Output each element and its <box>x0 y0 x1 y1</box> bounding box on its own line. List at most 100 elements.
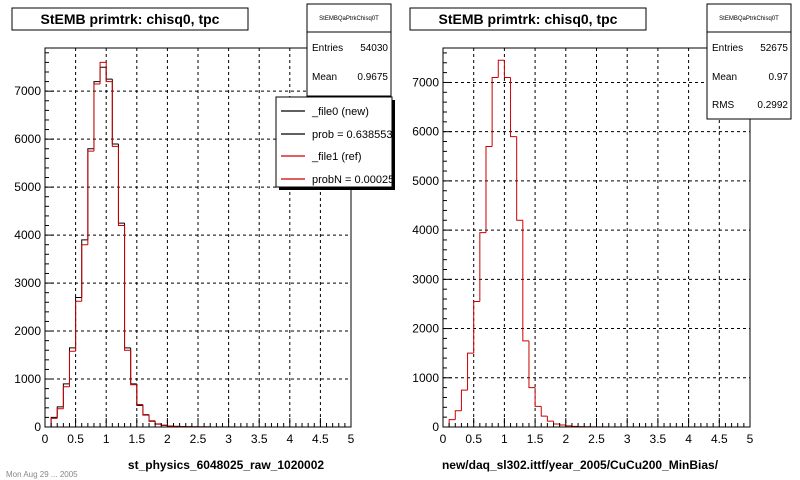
histogram-bin-primary <box>546 416 554 422</box>
x-tick-label: 4.5 <box>312 432 329 446</box>
x-tick-label: 4.5 <box>711 432 728 446</box>
histogram-bin-primary <box>485 145 493 233</box>
left-stats-mean-value: 0.9675 <box>357 72 388 83</box>
left-chart-title: StEMB primtrk: chisq0, tpc <box>41 11 220 27</box>
right-chart-title: StEMB primtrk: chisq0, tpc <box>439 11 618 27</box>
histogram-bin-primary <box>473 300 480 354</box>
x-tick-label: 0 <box>42 432 49 446</box>
histogram-bin-secondary <box>105 62 113 83</box>
y-tick-label: 2000 <box>14 324 41 338</box>
histogram-bin-primary <box>516 136 523 221</box>
x-tick-label: 5 <box>747 432 754 446</box>
right-histogram-panel: StEMB primtrk: chisq0, tpc 0 0.5 1 1.5 2 2.5 3… <box>409 3 792 472</box>
right-y-axis-ticks: 0 1000 2000 3000 4000 5000 6000 7000 <box>412 52 452 434</box>
left-histogram-panel: StEMB primtrk: chisq0, tpc 0 0.5 1 1.5 2 2.5 3… <box>11 3 395 472</box>
histogram-bin-primary <box>479 232 486 302</box>
x-tick-label: 1 <box>103 432 110 446</box>
right-stats-mean-value: 0.97 <box>769 72 789 83</box>
left-stats-title: StEMBQaPtrkChisq0T <box>319 16 379 22</box>
y-tick-label: 0 <box>34 420 41 434</box>
histogram-bin-secondary <box>148 414 156 422</box>
right-stats-entries-value: 52675 <box>760 43 788 54</box>
histogram-bin-secondary <box>62 386 70 409</box>
y-tick-label: 3000 <box>14 276 41 290</box>
left-stats-box: StEMBQaPtrkChisq0T Entries 54030 Mean 0.… <box>306 3 392 97</box>
histogram-bin-secondary <box>136 384 143 405</box>
y-tick-label: 7000 <box>14 84 41 98</box>
right-stats-title: StEMBQaPtrkChisq0T <box>719 16 779 22</box>
histogram-bin-secondary <box>81 244 88 302</box>
histogram-bin-primary <box>522 220 529 342</box>
y-tick-label: 3000 <box>412 272 439 286</box>
x-tick-label: 3.5 <box>251 432 268 446</box>
y-tick-label: 1000 <box>412 371 439 385</box>
y-tick-label: 4000 <box>412 223 439 237</box>
right-stats-entries-label: Entries <box>712 43 743 54</box>
left-stats-entries-value: 54030 <box>360 43 388 54</box>
x-tick-label: 5 <box>348 432 355 446</box>
histogram-bin-primary <box>528 340 536 389</box>
x-tick-label: 0 <box>440 432 447 446</box>
x-tick-label: 1 <box>501 432 508 446</box>
histogram-bin-primary <box>467 352 474 391</box>
left-stats-entries-label: Entries <box>312 43 343 54</box>
x-tick-label: 2 <box>164 432 171 446</box>
x-tick-label: 3 <box>624 432 631 446</box>
histogram-bin-secondary <box>93 83 101 152</box>
y-tick-label: 5000 <box>14 180 41 194</box>
legend-entry-prob: prob = 0.638553 <box>312 129 392 141</box>
y-tick-label: 1000 <box>14 372 41 386</box>
histogram-bin-secondary <box>130 350 137 386</box>
histogram-bin-primary <box>491 77 499 147</box>
histogram-bin-secondary <box>111 81 119 147</box>
histogram-bin-primary <box>454 410 462 420</box>
x-tick-label: 2.5 <box>190 432 207 446</box>
footer-fragment: Mon Aug 29 ... 2005 <box>6 470 78 479</box>
histogram-bin-secondary <box>142 404 150 416</box>
histogram-bin-secondary <box>124 225 131 351</box>
left-x-axis-ticks: 0 0.5 1 1.5 2 2.5 3 3.5 4 4.5 5 <box>42 418 355 446</box>
histogram-bin-primary <box>460 389 468 411</box>
right-x-axis-label: new/daq_sl302.ittf/year_2005/CuCu200_Min… <box>442 458 719 472</box>
right-stats-mean-label: Mean <box>712 72 737 83</box>
histogram-bin-secondary <box>75 300 82 352</box>
x-tick-label: 4 <box>286 432 293 446</box>
y-tick-label: 2000 <box>412 322 439 336</box>
right-stats-rms-value: 0.2992 <box>757 100 788 111</box>
y-tick-label: 4000 <box>14 228 41 242</box>
y-tick-label: 5000 <box>412 174 439 188</box>
x-tick-label: 2.5 <box>588 432 605 446</box>
y-tick-label: 7000 <box>412 75 439 89</box>
x-tick-label: 0.5 <box>67 432 84 446</box>
histogram-bin-primary <box>540 406 548 417</box>
legend-entry-probN: probN = 0.00025 <box>312 174 394 186</box>
histogram-bin-secondary <box>87 150 94 245</box>
histogram-bin-secondary <box>56 408 64 419</box>
left-grid <box>45 48 351 427</box>
left-x-axis-label: st_physics_6048025_raw_1020002 <box>128 458 324 472</box>
histogram-bin-primary <box>510 77 517 138</box>
right-stats-box: StEMBQaPtrkChisq0T Entries 52675 Mean 0.… <box>706 3 792 120</box>
x-tick-label: 4 <box>685 432 692 446</box>
left-stats-mean-label: Mean <box>312 72 337 83</box>
y-tick-label: 0 <box>432 420 439 434</box>
y-tick-label: 6000 <box>14 132 41 146</box>
left-legend: _file0 (new) prob = 0.638553 _file1 (ref… <box>275 96 395 190</box>
legend-entry-file1: _file1 (ref) <box>311 151 362 163</box>
histogram-bin-secondary <box>117 146 125 227</box>
right-stats-rms-label: RMS <box>712 100 735 111</box>
x-tick-label: 3.5 <box>650 432 667 446</box>
left-y-axis-ticks: 0 1000 2000 3000 4000 5000 6000 7000 <box>14 52 54 434</box>
histogram-bin-primary <box>497 59 505 78</box>
right-title-box <box>409 7 647 31</box>
legend-entry-file0: _file0 (new) <box>311 106 369 118</box>
x-tick-label: 1.5 <box>527 432 544 446</box>
histogram-bin-secondary <box>68 350 76 387</box>
right-x-axis-ticks: 0 0.5 1 1.5 2 2.5 3 3.5 4 4.5 5 <box>440 418 754 446</box>
y-tick-label: 6000 <box>412 125 439 139</box>
left-title-box <box>11 7 249 31</box>
x-tick-label: 2 <box>562 432 569 446</box>
histogram-bin-secondary <box>99 61 107 84</box>
x-tick-label: 3 <box>225 432 232 446</box>
